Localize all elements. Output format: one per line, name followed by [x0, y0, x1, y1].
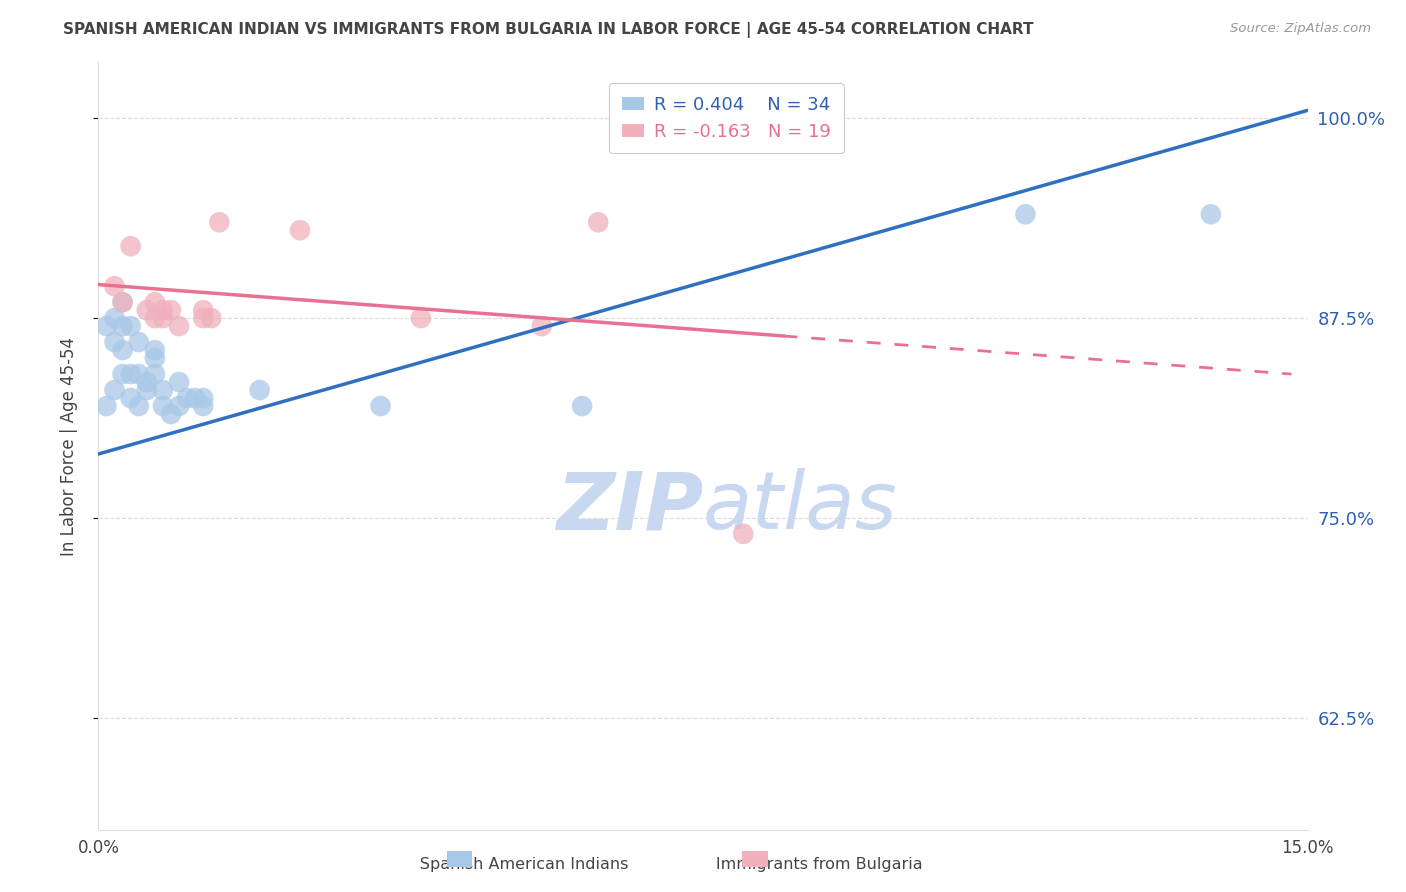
- Point: [288, 223, 311, 237]
- Point: [135, 375, 157, 389]
- Text: Source: ZipAtlas.com: Source: ZipAtlas.com: [1230, 22, 1371, 36]
- Point: [167, 375, 190, 389]
- Point: [103, 383, 125, 397]
- Point: [586, 215, 609, 229]
- Point: [193, 311, 215, 326]
- Text: ZIP: ZIP: [555, 468, 703, 547]
- Point: [143, 295, 166, 310]
- Point: [571, 399, 593, 413]
- Point: [120, 319, 142, 334]
- Point: [733, 527, 755, 541]
- Point: [152, 311, 174, 326]
- Text: SPANISH AMERICAN INDIAN VS IMMIGRANTS FROM BULGARIA IN LABOR FORCE | AGE 45-54 C: SPANISH AMERICAN INDIAN VS IMMIGRANTS FR…: [63, 22, 1033, 38]
- Point: [120, 391, 142, 405]
- Point: [111, 367, 134, 381]
- Point: [1014, 207, 1036, 221]
- Point: [128, 335, 150, 350]
- Point: [409, 311, 432, 326]
- Point: [135, 303, 157, 318]
- Point: [152, 303, 174, 318]
- Point: [193, 303, 215, 318]
- Point: [530, 319, 553, 334]
- Point: [135, 383, 157, 397]
- Text: atlas: atlas: [703, 468, 898, 547]
- Point: [111, 343, 134, 358]
- Point: [200, 311, 222, 326]
- Point: [103, 311, 125, 326]
- Point: [128, 367, 150, 381]
- Point: [152, 399, 174, 413]
- Point: [193, 391, 215, 405]
- Point: [111, 295, 134, 310]
- Point: [103, 279, 125, 293]
- Point: [96, 399, 118, 413]
- Point: [128, 399, 150, 413]
- Point: [120, 239, 142, 253]
- Point: [176, 391, 198, 405]
- Text: Immigrants from Bulgaria: Immigrants from Bulgaria: [681, 857, 922, 872]
- Point: [143, 311, 166, 326]
- Point: [152, 383, 174, 397]
- Point: [103, 335, 125, 350]
- Point: [1199, 207, 1222, 221]
- Point: [208, 215, 231, 229]
- Point: [160, 407, 183, 421]
- Point: [120, 367, 142, 381]
- Point: [143, 367, 166, 381]
- Point: [184, 391, 207, 405]
- Point: [143, 343, 166, 358]
- Text: Spanish American Indians: Spanish American Indians: [384, 857, 628, 872]
- Point: [167, 399, 190, 413]
- Point: [249, 383, 271, 397]
- Point: [160, 303, 183, 318]
- Point: [167, 319, 190, 334]
- Legend: R = 0.404    N = 34, R = -0.163   N = 19: R = 0.404 N = 34, R = -0.163 N = 19: [609, 83, 844, 153]
- Point: [193, 399, 215, 413]
- Point: [111, 295, 134, 310]
- Point: [96, 319, 118, 334]
- Point: [143, 351, 166, 365]
- Point: [370, 399, 392, 413]
- Y-axis label: In Labor Force | Age 45-54: In Labor Force | Age 45-54: [59, 336, 77, 556]
- Point: [111, 319, 134, 334]
